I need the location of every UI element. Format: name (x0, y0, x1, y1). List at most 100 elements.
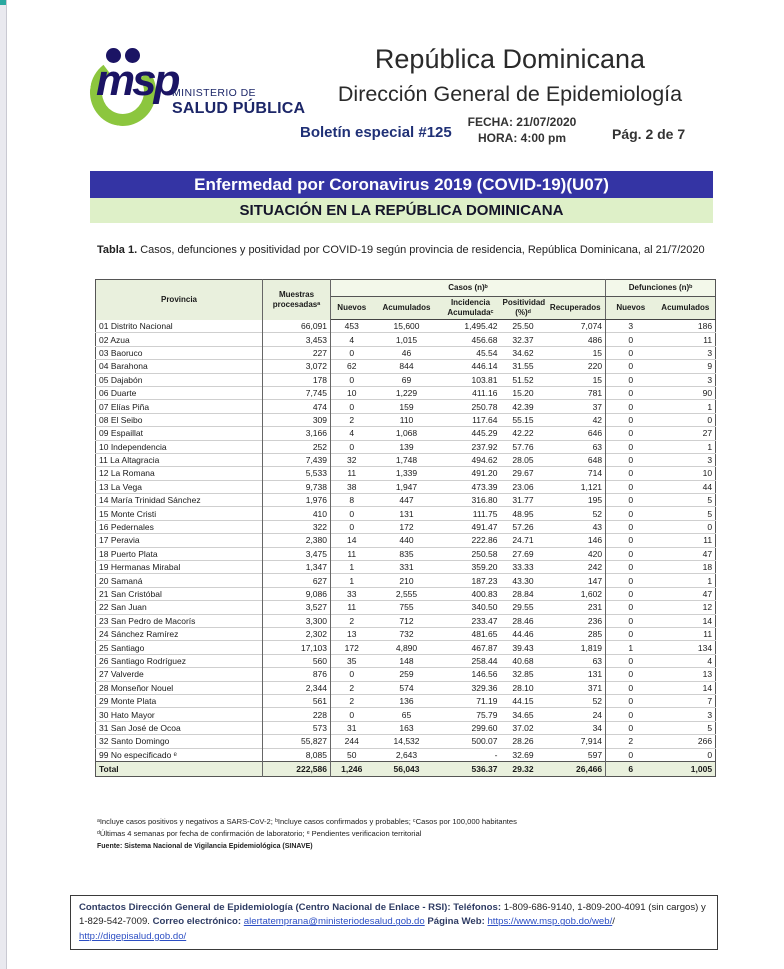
value-cell: - (440, 747, 501, 762)
table-footnotes: ᵃIncluye casos positivos y negativos a S… (97, 816, 697, 852)
col-group-defunciones: Defunciones (n)ᵇ (605, 279, 716, 297)
value-cell: 3 (655, 345, 716, 360)
table-row: 23 San Pedro de Macorís 3,300 2 712 233.47 28… (95, 613, 716, 628)
table-row: 19 Hermanas Mirabal 1,347 1 331 359.20 33.33 2… (95, 560, 716, 574)
value-cell: 0 (605, 720, 656, 735)
value-cell: 14,532 (372, 734, 441, 748)
value-cell: 2,302 (262, 626, 331, 641)
province-cell: 24 Sánchez Ramírez (95, 626, 263, 641)
value-cell: 456.68 (440, 332, 501, 347)
value-cell: 0 (605, 372, 656, 387)
table-row: 26 Santiago Rodríguez 560 35 148 258.44 40.68… (95, 653, 716, 668)
value-cell: 781 (545, 385, 607, 400)
value-cell: 4 (655, 653, 716, 668)
msp-logo: msp (85, 42, 188, 152)
value-cell: 3,166 (262, 426, 331, 441)
value-cell: 0 (605, 345, 656, 360)
value-cell: 14 (655, 613, 716, 628)
value-cell: 12 (655, 600, 716, 615)
table-row: 11 La Altagracia 7,439 32 1,748 494.62 28.05 6… (95, 452, 716, 467)
value-cell: 1,347 (262, 560, 331, 574)
value-cell: 75.79 (440, 707, 501, 722)
table-row: 22 San Juan 3,527 11 755 340.50 29.55 231 0 12 (95, 600, 716, 615)
value-cell: 0 (605, 693, 656, 708)
value-cell: 0 (605, 359, 656, 374)
value-cell: 63 (545, 653, 607, 668)
value-cell: 110 (372, 412, 441, 427)
value-cell: 32 (330, 452, 373, 467)
scan-edge-band (0, 0, 7, 969)
value-cell: 14 (330, 533, 373, 548)
value-cell: 7,439 (262, 452, 331, 467)
value-cell: 4 (330, 426, 373, 441)
value-cell: 31.77 (500, 493, 546, 507)
web-link-digepi[interactable]: http://digepisalud.gob.do/ (79, 930, 187, 942)
table-row: 99 No especificado ᵉ 8,085 50 2,643-32.69 59… (95, 747, 716, 762)
value-cell: 56,043 (372, 760, 441, 777)
table-row: 16 Pedernales 322 0 172 491.47 57.26 43 0 0 (95, 519, 716, 534)
value-cell: 2 (330, 693, 373, 708)
value-cell: 210 (372, 573, 441, 588)
web-link-msp[interactable]: https://www.msp.gob.do/web/ (487, 916, 613, 928)
hora-label: HORA: 4:00 pm (477, 130, 566, 145)
value-cell: 44 (655, 479, 716, 494)
value-cell: 51.52 (500, 372, 546, 387)
value-cell: 486 (545, 332, 607, 347)
table-row: 05 Dajabón 178 0 69 103.81 51.52 15 0 3 (95, 372, 716, 387)
province-cell: 03 Baoruco (95, 345, 263, 360)
value-cell: 34 (545, 720, 607, 735)
value-cell: 139 (372, 439, 441, 454)
value-cell: 231 (545, 600, 607, 615)
table-row: 14 María Trinidad Sánchez 1,976 8 447 316.80… (95, 493, 716, 507)
value-cell: 491.47 (440, 519, 501, 534)
value-cell: 627 (262, 573, 331, 588)
col-header-recuperados: Recuperados (545, 296, 607, 320)
value-cell: 8,085 (262, 747, 331, 762)
value-cell: 2 (330, 613, 373, 628)
value-cell: 7,745 (262, 385, 331, 400)
province-cell: 30 Hato Mayor (95, 707, 263, 722)
value-cell: 3,453 (262, 332, 331, 347)
value-cell: 227 (262, 345, 331, 360)
value-cell: 31.55 (500, 359, 546, 374)
date-time-block: FECHA: 21/07/2020 HORA: 4:00 pm (452, 115, 592, 146)
table-row: 02 Azua 3,453 4 1,015 456.68 32.37 486 0 11 (95, 332, 716, 347)
value-cell: 453 (344, 321, 359, 332)
value-cell: 242 (545, 560, 607, 574)
col-header-nuevos: Nuevos (330, 296, 373, 320)
value-cell: 236 (545, 613, 607, 628)
value-cell: 250.78 (440, 399, 501, 414)
value-cell: 252 (262, 439, 331, 454)
value-cell: 50 (330, 747, 373, 762)
value-cell: 1,947 (372, 479, 441, 494)
email-link[interactable]: alertatemprana@ministeriodesalud.gob.do (243, 916, 425, 928)
value-cell: 11 (330, 546, 373, 561)
province-cell: 20 Samaná (95, 573, 263, 588)
value-cell: 0 (330, 667, 373, 682)
value-cell: 26,466 (545, 760, 607, 777)
value-cell: 13 (655, 667, 716, 682)
value-cell: 0 (655, 519, 716, 534)
value-cell: 29.32 (500, 760, 546, 777)
value-cell: 14 (655, 680, 716, 695)
province-cell: 18 Puerto Plata (95, 546, 263, 561)
value-cell: 0 (330, 345, 373, 360)
value-cell: 4 (330, 332, 373, 347)
value-cell: 250.58 (440, 546, 501, 561)
value-cell: 222.86 (440, 533, 501, 548)
value-cell: 237.92 (440, 439, 501, 454)
value-cell: 146.56 (440, 667, 501, 682)
value-cell: 44.15 (500, 693, 546, 708)
value-cell: 3,475 (262, 546, 331, 561)
value-cell: 0 (605, 613, 656, 628)
value-cell: 3 (628, 321, 634, 332)
value-cell: 178 (262, 372, 331, 387)
value-cell: 244 (330, 734, 373, 748)
value-cell: 2,643 (372, 747, 441, 762)
table-row: 21 San Cristóbal 9,086 33 2,555 400.83 28.84 1… (95, 586, 716, 601)
value-cell: 0 (605, 439, 656, 454)
ministry-name: MINISTERIO DE SALUD PÚBLICA (172, 87, 305, 117)
value-cell: 13 (330, 626, 373, 641)
value-cell: 3 (655, 372, 716, 387)
